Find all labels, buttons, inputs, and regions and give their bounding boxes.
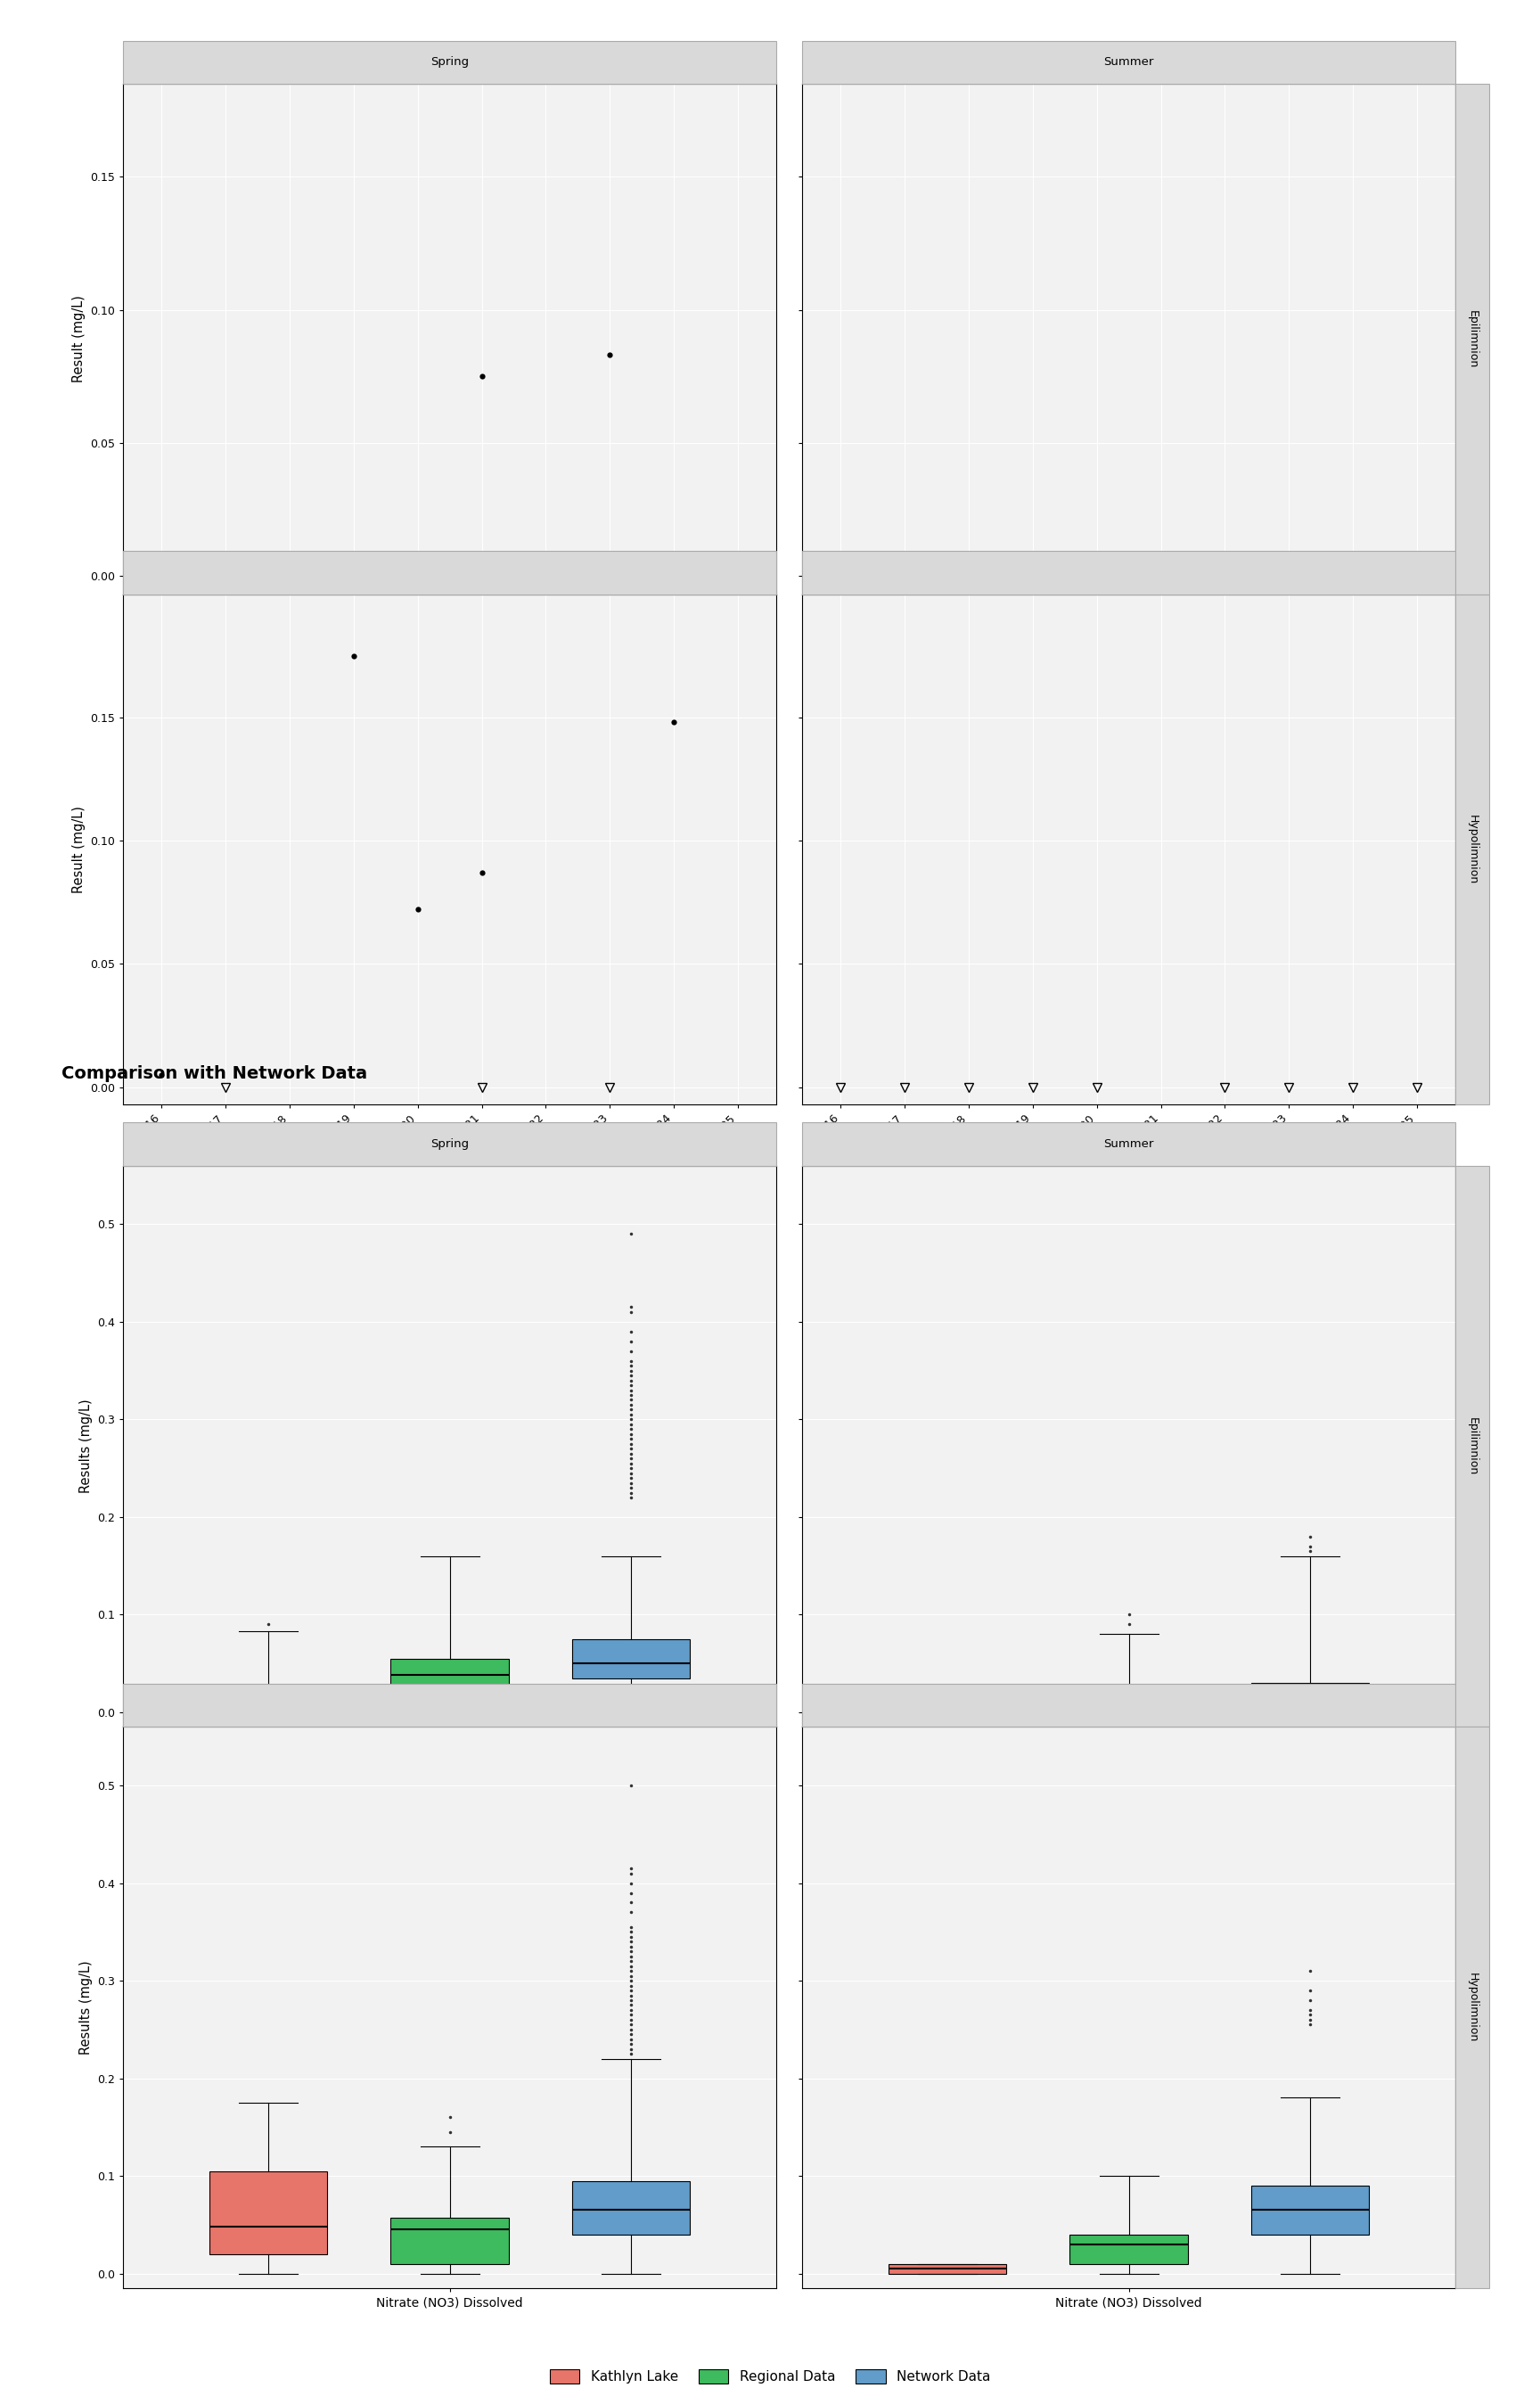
PathPatch shape (391, 1658, 508, 1704)
Text: Hypolimnion: Hypolimnion (1466, 1972, 1478, 2041)
PathPatch shape (1250, 2185, 1369, 2235)
Y-axis label: Results (mg/L): Results (mg/L) (79, 1960, 92, 2056)
PathPatch shape (889, 1708, 1006, 1713)
Text: Epilimnion: Epilimnion (1466, 309, 1478, 369)
PathPatch shape (1070, 1692, 1187, 1713)
Text: Epilimnion: Epilimnion (1466, 1416, 1478, 1476)
Text: Summer: Summer (1104, 58, 1153, 67)
PathPatch shape (1070, 2235, 1187, 2264)
PathPatch shape (1250, 1682, 1369, 1713)
Text: Spring: Spring (431, 1138, 468, 1150)
Y-axis label: Results (mg/L): Results (mg/L) (79, 1399, 92, 1493)
PathPatch shape (391, 2219, 508, 2264)
Text: Spring: Spring (431, 58, 468, 67)
PathPatch shape (573, 1639, 690, 1677)
Text: Summer: Summer (1104, 1138, 1153, 1150)
Text: Hypolimnion: Hypolimnion (1466, 815, 1478, 884)
PathPatch shape (573, 2180, 690, 2235)
Y-axis label: Result (mg/L): Result (mg/L) (72, 295, 85, 383)
PathPatch shape (889, 2264, 1006, 2274)
Legend: Kathlyn Lake, Regional Data, Network Data: Kathlyn Lake, Regional Data, Network Dat… (544, 2365, 996, 2389)
PathPatch shape (209, 1692, 328, 1713)
Y-axis label: Result (mg/L): Result (mg/L) (72, 805, 85, 894)
Text: Comparison with Network Data: Comparison with Network Data (62, 1064, 368, 1081)
PathPatch shape (209, 2171, 328, 2255)
